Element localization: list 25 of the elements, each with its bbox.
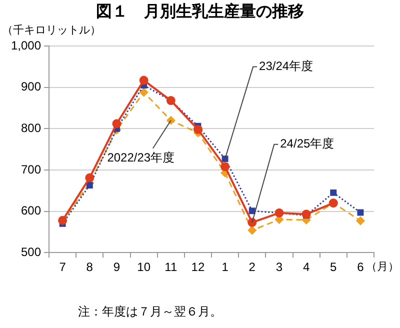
y-tick-label: 900	[21, 80, 42, 94]
y-tick-label: 1,000	[11, 38, 42, 52]
x-tick-label: 3	[276, 260, 283, 274]
y-tick-label: 600	[21, 204, 42, 218]
y-tick-label: 500	[21, 244, 42, 259]
y-axis-title: （千キロリットル）	[2, 24, 101, 37]
chart-title: 図１ 月別生乳生産量の推移	[96, 1, 304, 20]
x-tick-label: 4	[302, 260, 310, 274]
x-tick-label: 10	[137, 260, 151, 274]
x-tick-label: 12	[191, 260, 205, 274]
x-tick-label: 2	[248, 260, 256, 274]
x-tick-label: 8	[86, 260, 94, 274]
x-tick-label: 1	[222, 260, 229, 274]
x-tick-label: 7	[59, 260, 66, 274]
x-tick-label: 5	[330, 260, 338, 274]
text: 23/24年度	[259, 59, 314, 74]
x-tick-label: 6	[357, 260, 364, 274]
x-axis-title: （月）	[366, 261, 399, 274]
y-tick-label: 700	[21, 162, 42, 176]
text: 注：年度は７月～翌６月。	[78, 304, 222, 318]
x-tick-label: 11	[164, 260, 178, 274]
x-tick-label: 9	[113, 260, 120, 274]
y-tick-label: 800	[21, 120, 42, 135]
series-label: 2022/23年度	[107, 150, 175, 165]
text: 24/25年度	[280, 136, 334, 151]
